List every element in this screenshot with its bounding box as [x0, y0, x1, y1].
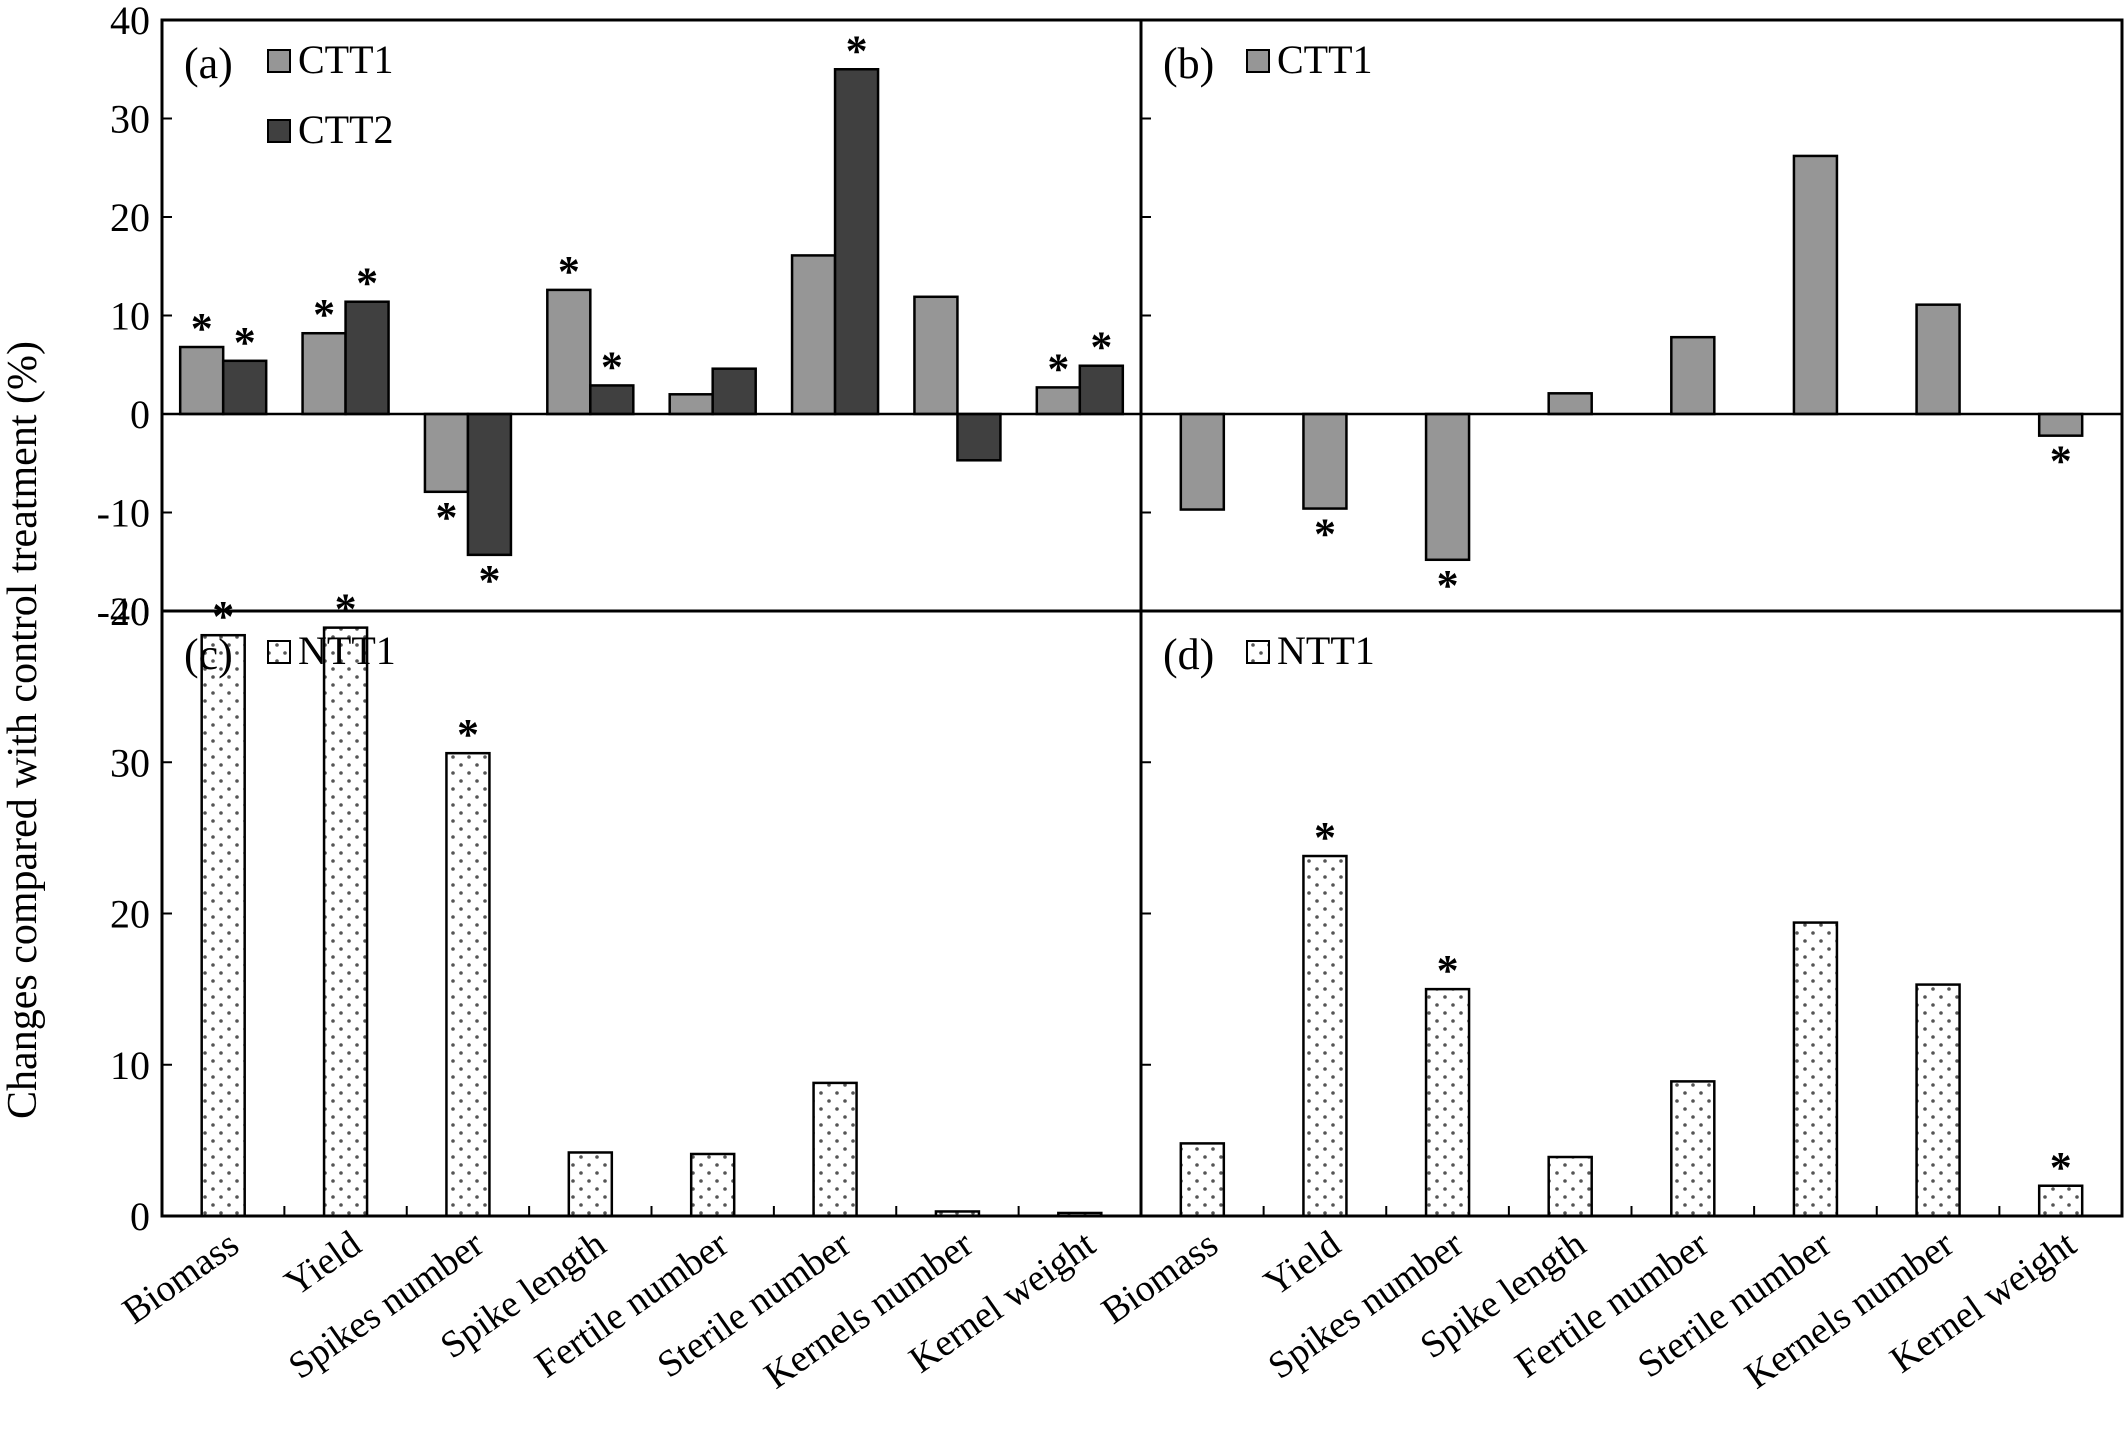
significance-star: * — [313, 290, 335, 339]
panel-label-d: (d) — [1163, 630, 1214, 679]
bar-b-ctt1-1 — [1179, 412, 1226, 511]
x-category-label: Kernels number — [1737, 1223, 1961, 1397]
bar-a-ctt2-2 — [344, 300, 390, 416]
legend-swatch-ntt1 — [267, 640, 291, 664]
bar-d-ntt1-7 — [1915, 983, 1961, 1218]
axes-layer — [160, 18, 2124, 1218]
bar-d-ntt1-5 — [1670, 1080, 1716, 1218]
y-tick-label: 20 — [110, 892, 150, 937]
significance-star: * — [1437, 561, 1459, 610]
bar-c-ntt1-1 — [200, 633, 246, 1218]
significance-star: * — [212, 592, 234, 641]
bar-a-ctt2-3 — [466, 412, 513, 557]
bars-layer — [178, 68, 2084, 1218]
significance-star: * — [1314, 813, 1336, 862]
y-tick-label: 40 — [110, 0, 150, 43]
panel-label-b: (b) — [1163, 39, 1214, 88]
y-tick-label: -10 — [97, 491, 150, 536]
bar-a-ctt2-5 — [711, 367, 757, 416]
bar-a-ctt1-5 — [668, 393, 714, 416]
legend-swatch-ntt1 — [1246, 640, 1270, 664]
panel-label-c: (c) — [184, 630, 233, 679]
bar-c-ntt1-6 — [812, 1081, 858, 1218]
bar-a-ctt2-7 — [956, 412, 1002, 462]
bar-a-ctt1-7 — [913, 295, 959, 416]
bar-a-ctt1-1 — [178, 345, 225, 416]
legend-swatch-ctt1 — [267, 49, 291, 73]
bar-a-ctt1-2 — [301, 331, 347, 416]
y-tick-label: 10 — [110, 1043, 150, 1088]
labels-layer: * * * * * * * * * * * -20 -10 0 10 20 30 40 (a) CTT1 CTT2 * * *… — [97, 0, 2085, 1397]
legend-label-ntt1: NTT1 — [1277, 628, 1375, 673]
bar-d-ntt1-2 — [1302, 854, 1348, 1218]
x-category-label: Yield — [277, 1223, 369, 1305]
x-category-label: Yield — [1257, 1223, 1349, 1305]
bar-c-ntt1-2 — [322, 626, 369, 1218]
legend-label-ctt2: CTT2 — [298, 107, 394, 152]
significance-star: * — [2050, 437, 2072, 486]
bar-b-ctt1-5 — [1670, 335, 1716, 416]
y-tick-label: -20 — [97, 589, 150, 634]
significance-star: * — [356, 259, 378, 308]
significance-star: * — [1090, 323, 1112, 372]
bar-b-ctt1-4 — [1547, 392, 1593, 416]
significance-star: * — [558, 247, 580, 296]
y-tick-label: 30 — [110, 740, 150, 785]
significance-star: * — [846, 26, 868, 75]
legend-label-ntt1: NTT1 — [298, 628, 396, 673]
bar-a-ctt2-1 — [221, 359, 268, 416]
bar-a-ctt2-8 — [1078, 364, 1125, 416]
significance-star: * — [478, 556, 500, 605]
legend-label-ctt1: CTT1 — [1277, 37, 1373, 82]
significance-star: * — [435, 493, 457, 542]
y-tick-label: 40 — [110, 589, 150, 634]
y-tick-label: 30 — [110, 97, 150, 142]
x-category-label: Biomass — [115, 1223, 246, 1332]
bar-b-ctt1-8 — [2037, 412, 2084, 437]
bar-a-ctt1-4 — [546, 288, 592, 416]
x-category-label: Biomass — [1094, 1223, 1225, 1332]
bar-a-ctt1-6 — [790, 254, 837, 416]
y-tick-label: 0 — [130, 1194, 150, 1239]
legend-label-ctt1: CTT1 — [298, 37, 394, 82]
significance-star: * — [1047, 344, 1069, 393]
legend-swatch-ctt2 — [267, 119, 291, 143]
y-axis-label: Changes compared with control treatment … — [0, 341, 46, 1119]
bar-d-ntt1-4 — [1547, 1155, 1593, 1218]
y-tick-label: 10 — [110, 294, 150, 339]
significance-star: * — [335, 585, 357, 634]
bar-c-ntt1-5 — [689, 1152, 736, 1218]
significance-star: * — [1314, 510, 1336, 559]
significance-star: * — [191, 304, 213, 353]
y-tick-label: 20 — [110, 195, 150, 240]
bar-b-ctt1-3 — [1424, 412, 1471, 562]
significance-star: * — [2050, 1143, 2072, 1192]
bar-b-ctt1-2 — [1302, 412, 1348, 510]
bar-a-ctt2-6 — [833, 68, 880, 416]
bar-c-ntt1-3 — [445, 751, 491, 1218]
bar-d-ntt1-1 — [1179, 1142, 1226, 1218]
legend-swatch-ctt1 — [1246, 49, 1270, 73]
y-tick-label: 0 — [130, 392, 150, 437]
bar-d-ntt1-6 — [1792, 921, 1839, 1218]
panel-label-a: (a) — [184, 39, 233, 88]
significance-star: * — [457, 710, 479, 759]
bar-a-ctt1-3 — [423, 412, 470, 494]
bar-c-ntt1-4 — [567, 1151, 614, 1218]
significance-star: * — [601, 342, 623, 391]
significance-star: * — [1437, 946, 1459, 995]
significance-star: * — [234, 318, 256, 367]
bar-b-ctt1-6 — [1792, 154, 1839, 416]
bar-d-ntt1-3 — [1424, 987, 1471, 1218]
x-category-label: Kernels number — [757, 1223, 981, 1397]
bar-b-ctt1-7 — [1915, 303, 1961, 416]
